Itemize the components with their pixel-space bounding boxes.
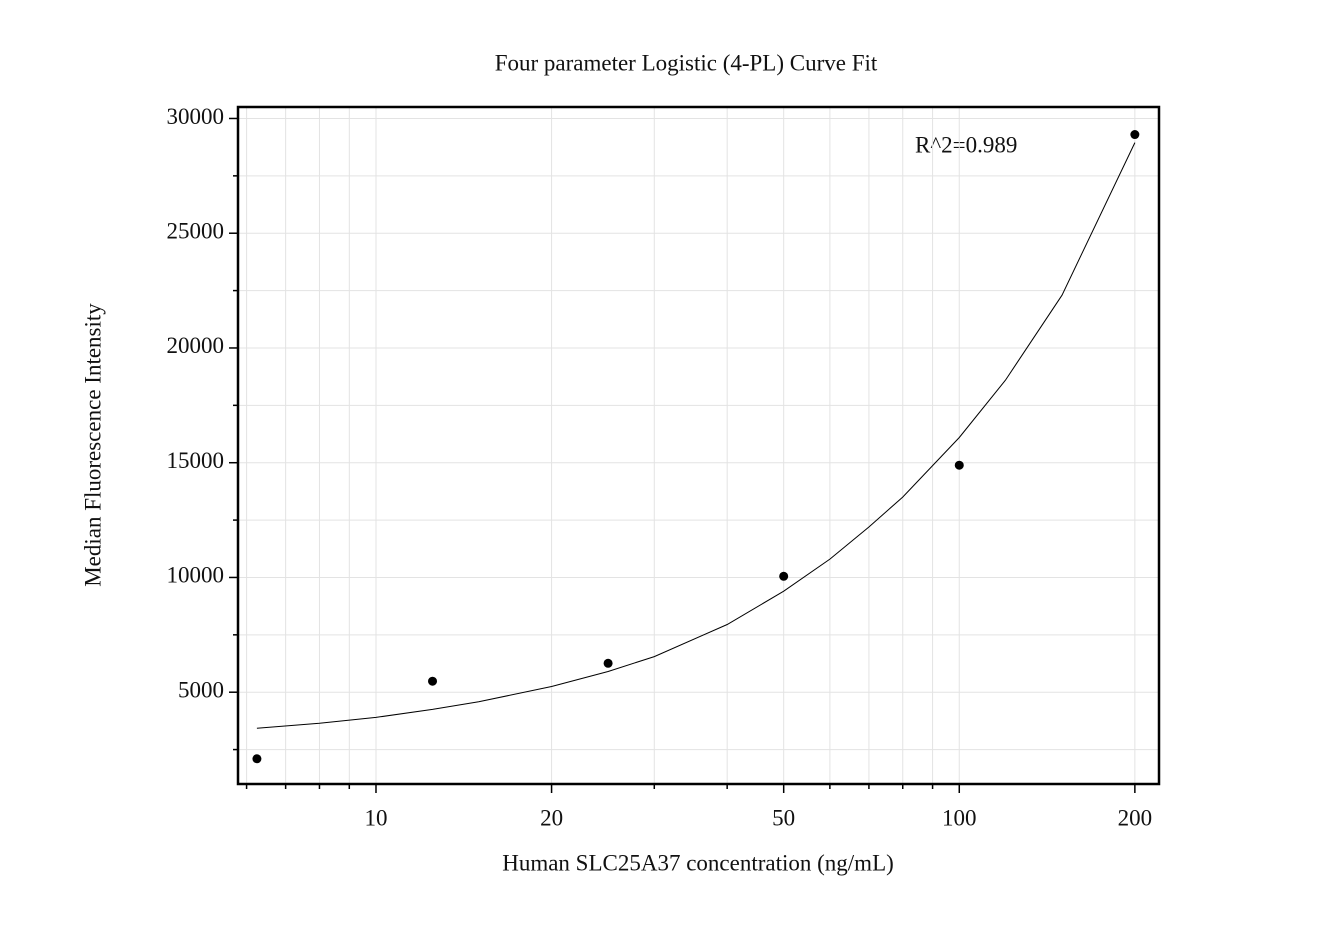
x-tick-label: 50	[772, 805, 795, 830]
x-tick-label: 10	[364, 805, 387, 830]
data-point	[603, 658, 613, 668]
data-point	[779, 571, 789, 581]
y-tick-label: 25000	[167, 219, 225, 244]
fit-curve	[256, 142, 1136, 729]
data-point	[954, 460, 964, 470]
chart-title: Four parameter Logistic (4-PL) Curve Fit	[495, 50, 878, 75]
data-point	[428, 676, 438, 686]
y-tick-label: 5000	[178, 677, 224, 702]
data-point	[1130, 130, 1140, 140]
data-point	[252, 754, 262, 764]
x-axis-label: Human SLC25A37 concentration (ng/mL)	[502, 850, 894, 875]
y-tick-label: 10000	[167, 563, 225, 588]
x-tick-label: 200	[1118, 805, 1153, 830]
y-axis-label: Median Fluorescence Intensity	[80, 303, 105, 587]
x-tick-label: 20	[540, 805, 563, 830]
y-tick-label: 15000	[167, 448, 225, 473]
plot-frame	[236, 105, 1161, 786]
x-tick-label: 100	[942, 805, 977, 830]
annotation: R^2=0.989	[915, 132, 1017, 157]
y-tick-label: 30000	[167, 104, 225, 129]
y-tick-label: 20000	[167, 333, 225, 358]
